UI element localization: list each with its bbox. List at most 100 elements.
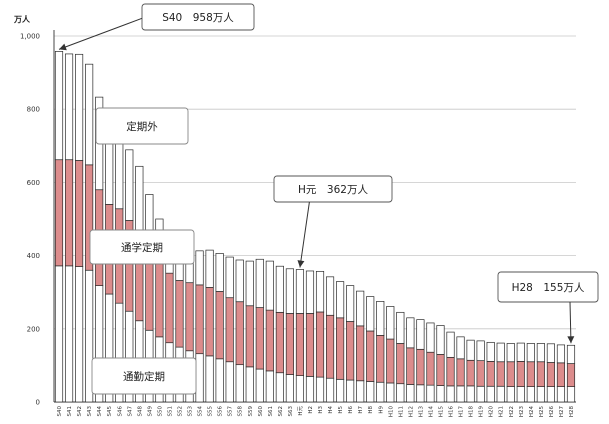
bar-commute [356,380,365,403]
bar-school [446,357,455,387]
bar-outside [205,249,214,288]
x-tick-label: S44 [97,406,103,417]
bar-school [476,360,485,387]
bar-school [275,311,284,374]
x-tick-label: S46 [117,406,123,417]
x-tick-label: S40 [57,406,63,417]
bar-school [245,305,254,368]
x-tick-label: H9 [378,406,384,414]
x-tick-label: S50 [157,406,163,417]
y-tick-label: 600 [27,179,40,187]
bar-school [285,313,294,375]
series-label-text: 通学定期 [121,241,163,254]
bar-commute [225,361,234,403]
x-tick-label: S43 [87,406,93,417]
bar-school [305,313,315,377]
bar-school [155,258,164,338]
bar-school [456,358,465,387]
bar-commute [285,374,294,403]
x-tick-label: S52 [177,406,183,417]
bar-commute [526,386,535,403]
x-tick-label: H19 [479,406,485,418]
x-tick-label: H2 [308,406,314,414]
bar-outside [386,306,395,340]
callout-h28: H28 155万人 [497,271,599,344]
x-tick-label: H元 [297,406,304,416]
bar-outside [195,250,204,286]
bar-outside [54,51,64,161]
bar-school [526,361,535,387]
x-tick-label: S63 [288,406,294,417]
x-tick-label: H15 [438,406,444,418]
bar-school [546,362,555,387]
bar-outside [506,343,515,363]
x-tick-label: H3 [318,406,324,414]
bar-commute [205,355,214,403]
bar-commute [305,376,315,403]
x-tick-label: H11 [398,406,404,417]
bar-outside [546,343,555,363]
series-label-box: 定期外 [95,107,189,145]
bar-commute [396,383,405,403]
bar-outside [426,322,435,353]
bar-school [536,361,545,387]
callout-text: S40 958万人 [162,12,234,24]
bar-school [195,284,204,355]
y-unit-label: 万人 [13,14,31,24]
bar-commute [325,377,335,403]
bar-outside [225,256,234,299]
series-label-text: 定期外 [126,120,158,133]
bar-commute [446,385,455,403]
x-tick-label: S62 [278,406,284,417]
bar-school [175,280,184,348]
bar-outside [245,260,254,307]
bar-outside [285,268,294,314]
bar-outside [406,317,415,349]
x-tick-label: H17 [459,406,465,418]
bar-commute [386,382,395,403]
x-tick-label: H13 [418,406,424,418]
bar-commute [556,386,566,403]
x-tick-label: H12 [408,406,414,417]
bar-outside [486,341,495,362]
x-tick-label: S58 [238,406,244,417]
x-tick-label: H21 [499,406,505,417]
callouts: S40 958万人 H元 362万人 H28 155万人 [58,3,599,344]
bar-outside [516,342,525,362]
bar-school [406,347,415,385]
bar-school [356,325,365,382]
callout-text: H28 155万人 [512,282,585,294]
y-tick-label: 0 [36,399,40,407]
bar-commute [376,381,385,403]
bars [54,51,576,403]
bar-commute [54,265,64,403]
bar-commute [426,384,435,403]
bar-commute [215,358,224,403]
callout-arrow-line [299,201,310,268]
bar-commute [275,372,284,403]
x-tick-label: S53 [188,406,194,417]
bar-outside [346,285,355,322]
bar-outside [265,260,274,311]
bar-outside [416,319,425,350]
bar-outside [75,53,84,161]
bar-outside [356,290,365,327]
x-tick-label: H25 [539,406,545,418]
bar-commute [506,386,515,403]
bar-commute [486,385,495,403]
bar-outside [376,301,385,336]
bar-school [486,361,495,387]
callout-box [141,3,255,31]
x-tick-label: S47 [127,406,133,417]
bar-commute [456,385,465,403]
bar-school [516,361,525,387]
callout-arrowhead [567,336,575,344]
bar-school [315,311,325,378]
bar-school [54,159,64,267]
x-tick-label: S54 [198,406,204,417]
bar-outside [135,165,144,235]
x-tick-label: H28 [569,406,575,418]
bar-school [215,291,224,360]
x-tick-label: S42 [77,406,83,417]
